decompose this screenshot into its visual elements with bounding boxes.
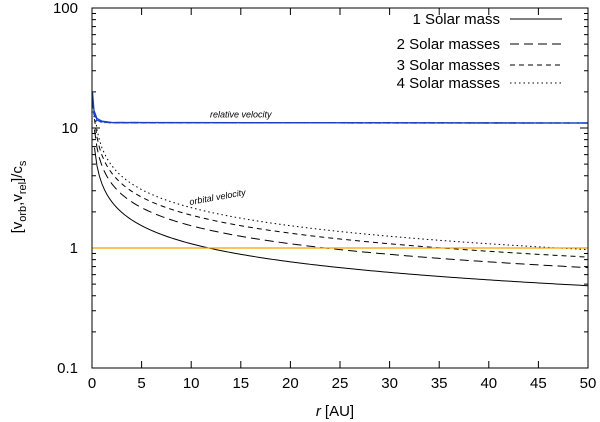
- annotation-orbital-velocity: orbital velocity: [189, 187, 247, 207]
- annotation-relative-velocity: relative velocity: [210, 109, 272, 119]
- x-tick-label: 25: [332, 375, 349, 392]
- y-tick-label: 0.1: [57, 360, 78, 377]
- y-axis-label: [vorb,vrel]/cs: [9, 160, 29, 233]
- legend: 1 Solar mass 2 Solar masses 3 Solar mass…: [397, 11, 562, 92]
- x-tick-label: 5: [137, 375, 145, 392]
- series-line-2: [93, 129, 589, 269]
- series-line-1: [93, 147, 589, 287]
- y-tick-label: 1: [70, 240, 78, 257]
- plot-frame: [91, 7, 589, 369]
- x-axis-variable: r: [316, 403, 322, 420]
- x-tick-label: 50: [580, 375, 597, 392]
- x-tick-label: 10: [183, 375, 200, 392]
- legend-label-1: 1 Solar mass: [412, 11, 500, 28]
- series-line-5: [91, 91, 589, 124]
- series-layer: [91, 91, 589, 287]
- x-axis-unit: [AU]: [325, 403, 354, 420]
- x-tick-label: 20: [282, 375, 299, 392]
- y-tick-label: 10: [61, 120, 78, 137]
- legend-label-3: 3 Solar masses: [397, 57, 500, 74]
- series-line-4: [93, 111, 589, 251]
- series-line-7: [91, 103, 589, 124]
- x-tick-labels: 0 5 10 15 20 25 30 35 40 45 50: [88, 375, 597, 392]
- x-tick-label: 15: [232, 375, 249, 392]
- series-line-3: [93, 118, 589, 258]
- x-axis-label: r [AU]: [316, 403, 354, 420]
- series-line-8: [91, 106, 589, 124]
- series-line-6: [91, 97, 589, 124]
- x-tick-label: 40: [480, 375, 497, 392]
- legend-label-2: 2 Solar masses: [397, 36, 500, 53]
- x-tick-label: 30: [381, 375, 398, 392]
- legend-label-4: 4 Solar masses: [397, 75, 500, 92]
- y-tick-label: 100: [53, 0, 78, 17]
- y-tick-labels: 0.1 1 10 100: [53, 0, 78, 377]
- x-tick-label: 0: [88, 375, 96, 392]
- x-tick-label: 45: [530, 375, 547, 392]
- axis-ticks: [91, 7, 589, 369]
- legend-swatches: [510, 18, 562, 84]
- x-tick-label: 35: [431, 375, 448, 392]
